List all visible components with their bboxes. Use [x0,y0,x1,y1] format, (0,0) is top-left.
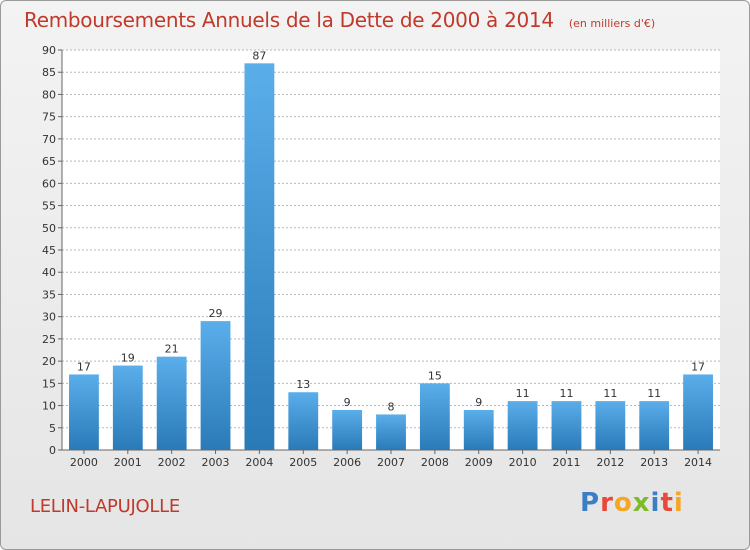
x-tick-label: 2010 [509,456,537,469]
bar [595,401,626,450]
y-tick-label: 40 [42,266,56,279]
x-tick-label: 2005 [289,456,317,469]
bar-value-label: 19 [121,352,135,365]
bar [683,374,713,450]
bar-value-label: 87 [252,49,266,62]
bar [69,374,99,450]
x-tick-label: 2006 [333,456,361,469]
x-tick-label: 2013 [640,456,668,469]
x-tick-label: 2007 [377,456,405,469]
bar-value-label: 15 [428,369,442,382]
y-tick-label: 15 [42,377,56,390]
bar [507,401,538,450]
y-tick-label: 50 [42,222,56,235]
y-tick-label: 65 [42,155,56,168]
y-tick-label: 5 [49,422,56,435]
commune-name: LELIN-LAPUJOLLE [30,496,180,517]
y-tick-label: 45 [42,244,56,257]
bar-value-label: 21 [165,343,179,356]
bar-value-label: 11 [516,387,530,400]
x-tick-label: 2011 [552,456,580,469]
bar-value-label: 9 [344,396,351,409]
chart-title: Remboursements Annuels de la Dette de 20… [24,8,554,32]
bar [463,410,494,450]
y-tick-label: 35 [42,288,56,301]
bar [288,392,319,450]
bar [200,321,231,450]
y-tick-label: 25 [42,333,56,346]
x-tick-label: 2008 [421,456,449,469]
x-tick-label: 2003 [202,456,230,469]
x-tick-label: 2000 [70,456,98,469]
bar-value-label: 11 [647,387,661,400]
bar-value-label: 29 [209,307,223,320]
y-tick-label: 90 [42,44,56,57]
x-tick-label: 2001 [114,456,142,469]
y-tick-label: 55 [42,200,56,213]
bar-value-label: 9 [475,396,482,409]
bar [376,414,406,450]
y-tick-label: 0 [49,444,56,457]
x-tick-label: 2004 [245,456,273,469]
proxiti-logo: Proxiti [580,488,684,518]
chart-title-row: Remboursements Annuels de la Dette de 20… [24,8,655,32]
y-tick-label: 10 [42,400,56,413]
y-tick-label: 70 [42,133,56,146]
y-tick-label: 80 [42,88,56,101]
x-tick-label: 2002 [158,456,186,469]
unit-note: (en milliers d'€) [568,17,656,30]
y-tick-label: 60 [42,177,56,190]
y-tick-label: 30 [42,311,56,324]
bar [112,365,143,450]
x-tick-label: 2012 [596,456,624,469]
bar [639,401,670,450]
bar-value-label: 13 [296,378,310,391]
bar [419,383,450,450]
bar [551,401,582,450]
x-tick-label: 2009 [465,456,493,469]
bar-value-label: 11 [559,387,573,400]
y-tick-label: 85 [42,66,56,79]
x-tick-label: 2014 [684,456,712,469]
bar-value-label: 8 [388,400,395,413]
bar-value-label: 11 [603,387,617,400]
y-tick-label: 20 [42,355,56,368]
bar [244,63,275,450]
bar [156,356,187,450]
bar-value-label: 17 [77,360,91,373]
y-tick-label: 75 [42,111,56,124]
bar-value-label: 17 [691,360,705,373]
bar [332,410,363,450]
